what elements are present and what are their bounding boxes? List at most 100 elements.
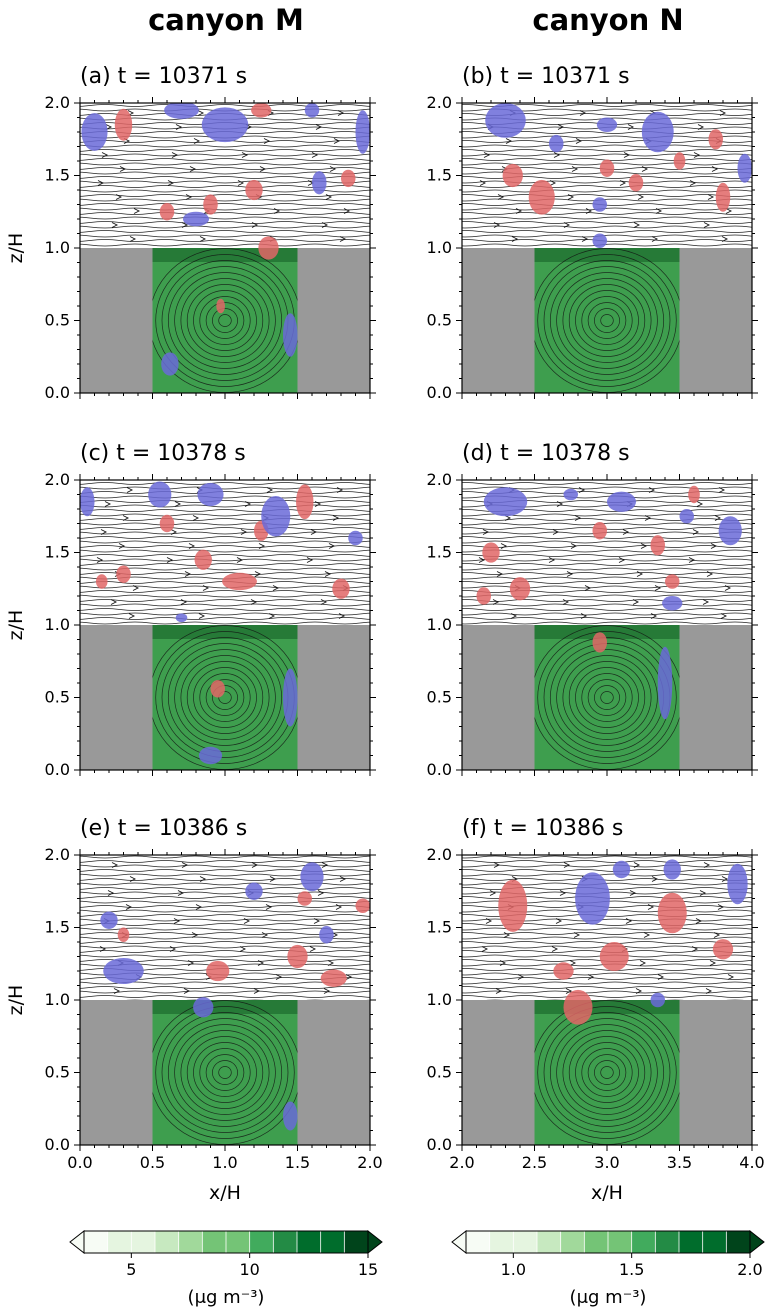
positive-anomaly-blob bbox=[592, 632, 607, 653]
streamline-arrow bbox=[709, 960, 717, 966]
streamline-arrow bbox=[570, 543, 578, 549]
colorbars: 5 10 15 (μg m⁻³) 1.0 1.5 2.0 (μg m⁻³) bbox=[69, 1229, 765, 1308]
streamline-arrow bbox=[693, 152, 701, 158]
positive-anomaly-blob bbox=[650, 535, 665, 556]
negative-anomaly-blob bbox=[182, 211, 210, 227]
negative-anomaly-blob bbox=[663, 859, 681, 880]
negative-anomaly-blob bbox=[737, 153, 752, 183]
streamline-arrow bbox=[237, 180, 245, 186]
colorbar-segment bbox=[297, 1231, 321, 1253]
streamline-arrow bbox=[272, 585, 280, 591]
y-tick-label: 2.0 bbox=[45, 845, 70, 864]
x-tick-label: 1.5 bbox=[285, 1153, 310, 1172]
positive-anomaly-blob bbox=[341, 169, 356, 188]
streamline-arrow bbox=[126, 487, 134, 493]
streamline-arrow bbox=[187, 960, 195, 966]
negative-anomaly-blob bbox=[727, 863, 748, 905]
streamline-arrow bbox=[584, 585, 592, 591]
vortex-streamline bbox=[186, 661, 264, 734]
streamline-arrow bbox=[192, 515, 200, 521]
vortex-streamline bbox=[186, 284, 264, 357]
streamline-arrows bbox=[96, 487, 350, 619]
negative-anomaly-blob bbox=[283, 668, 298, 727]
streamline-arrow bbox=[239, 946, 247, 952]
panel-title: (d) t = 10378 s bbox=[462, 441, 630, 466]
streamline-arrow bbox=[699, 890, 707, 896]
colorbar-tick-label: 1.5 bbox=[619, 1260, 644, 1279]
panel-c: 0.0 0.5 1.0 1.5 2.0 z/H (c) t = 10378 s bbox=[5, 441, 376, 779]
y-tick-label: 0.5 bbox=[427, 311, 452, 330]
streamline-arrow bbox=[707, 194, 715, 200]
negative-anomaly-blob bbox=[485, 103, 526, 138]
colorbar-label: (μg m⁻³) bbox=[570, 1287, 647, 1308]
positive-anomaly-blob bbox=[553, 962, 574, 980]
streamline-arrow bbox=[720, 613, 728, 619]
building bbox=[80, 1000, 153, 1145]
streamline-arrow bbox=[199, 236, 207, 242]
y-tick-label: 1.0 bbox=[427, 238, 452, 257]
streamline-arrow bbox=[107, 890, 115, 896]
streamline-arrow bbox=[323, 988, 331, 994]
y-tick-label: 1.5 bbox=[427, 918, 452, 937]
colorbar-extend-min bbox=[451, 1229, 467, 1255]
colorbar-canyon-m: 5 10 15 (μg m⁻³) bbox=[69, 1229, 383, 1308]
positive-anomaly-blob bbox=[509, 577, 531, 601]
streamline-arrow bbox=[339, 876, 347, 882]
streamline-arrow bbox=[320, 599, 328, 605]
streamline-arrow bbox=[579, 110, 587, 116]
vortex-streamline bbox=[600, 314, 614, 327]
streamline-arrow bbox=[632, 599, 640, 605]
streamline-arrow bbox=[636, 571, 644, 577]
streamline-arrow bbox=[496, 571, 504, 577]
streamline-arrow bbox=[321, 222, 329, 228]
streamline-arrow bbox=[251, 222, 259, 228]
positive-anomaly-blob bbox=[245, 179, 263, 201]
y-tick-label: 0.0 bbox=[427, 383, 452, 402]
colorbar-tick-label: 1.0 bbox=[501, 1260, 526, 1279]
positive-anomaly-blob bbox=[203, 194, 218, 215]
positive-anomaly-blob bbox=[320, 969, 347, 987]
vortex-streamline bbox=[581, 296, 633, 345]
positive-anomaly-blob bbox=[95, 574, 108, 589]
plot-area bbox=[80, 103, 370, 393]
colorbar-segment bbox=[178, 1231, 203, 1253]
streamline-arrow bbox=[481, 946, 489, 952]
streamline-arrow bbox=[643, 932, 651, 938]
building bbox=[679, 625, 752, 770]
building bbox=[462, 248, 535, 393]
x-tick-label: 2.5 bbox=[522, 1153, 547, 1172]
colorbar-segment bbox=[155, 1231, 179, 1253]
negative-anomaly-blob bbox=[662, 596, 683, 611]
streamline-arrow bbox=[261, 932, 269, 938]
streamline-arrow bbox=[497, 194, 505, 200]
y-tick-label: 0.0 bbox=[427, 760, 452, 779]
colorbar-tick-label: 10 bbox=[239, 1260, 259, 1279]
streamline-arrow bbox=[327, 960, 335, 966]
colorbar-segment bbox=[655, 1231, 679, 1253]
negative-anomaly-blob bbox=[679, 509, 694, 524]
vortex-streamline bbox=[575, 667, 639, 728]
streamline-arrow bbox=[563, 222, 571, 228]
streamline-arrow bbox=[333, 138, 341, 144]
streamline-arrow bbox=[566, 571, 574, 577]
positive-anomaly-blob bbox=[688, 485, 700, 504]
streamline-arrow bbox=[706, 571, 714, 577]
positive-anomaly-blob bbox=[498, 879, 528, 932]
panel-f: 0.0 0.5 1.0 1.5 2.0 2.0 2.5 3.0 3.5 4.0 x/H (f) t =… bbox=[427, 816, 765, 1204]
vortex-streamline bbox=[543, 1012, 671, 1133]
panels: 0.0 0.5 1.0 1.5 2.0 z/H (a) t = 10371 s 0.0 0.5 1… bbox=[5, 64, 765, 1204]
streamline-arrow bbox=[650, 613, 658, 619]
streamline-arrow bbox=[503, 932, 511, 938]
negative-anomaly-blob bbox=[283, 313, 298, 357]
streamline-arrow bbox=[697, 124, 705, 130]
vortex-streamline bbox=[218, 1066, 232, 1079]
vortex-streamline bbox=[161, 1012, 289, 1133]
y-tick-label: 1.0 bbox=[427, 615, 452, 634]
x-tick-label: 3.0 bbox=[594, 1153, 619, 1172]
positive-anomaly-blob bbox=[216, 298, 225, 314]
colorbar-segment bbox=[679, 1231, 703, 1253]
streamline-arrow bbox=[335, 904, 343, 910]
vortex-streamline bbox=[155, 1006, 295, 1139]
colorbar-segment bbox=[344, 1231, 368, 1253]
streamline-arrow bbox=[317, 890, 325, 896]
